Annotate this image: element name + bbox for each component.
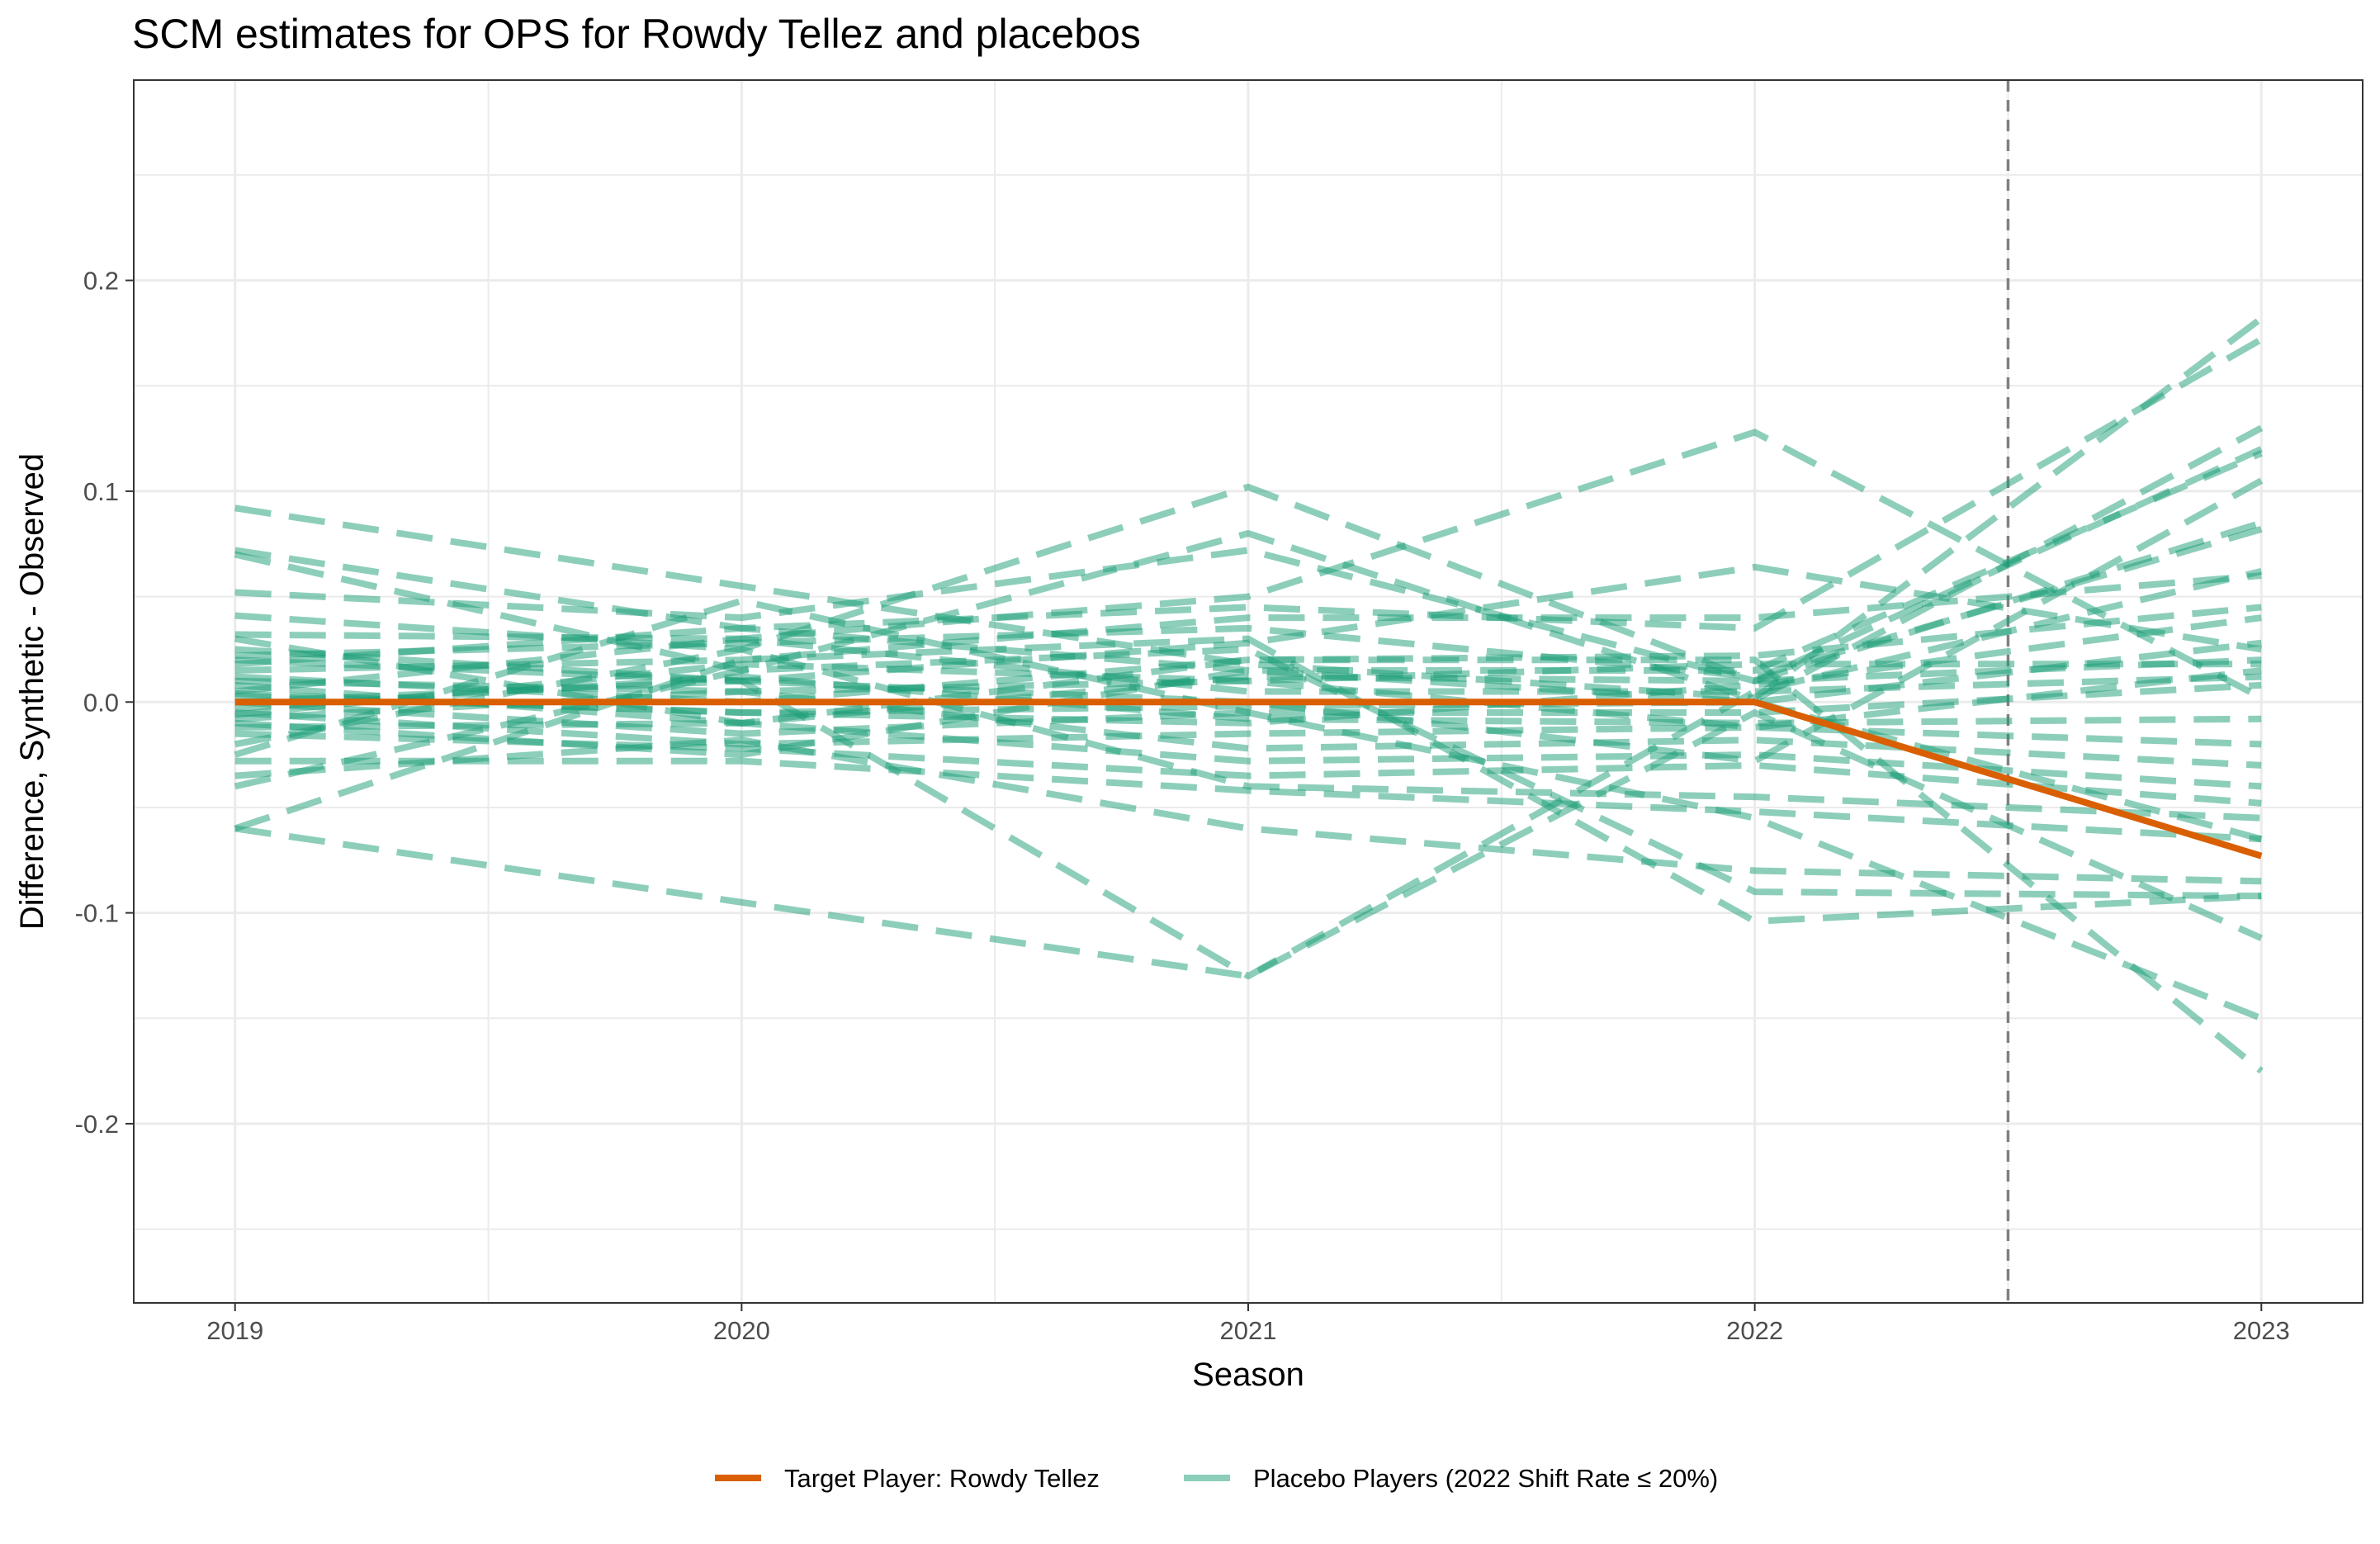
placebo-series-line-22 <box>234 757 2262 843</box>
placebo-series-line-2 <box>234 336 2264 632</box>
y-tick-label: -0.2 <box>75 1110 119 1139</box>
y-tick-label: 0.2 <box>83 267 119 296</box>
placebo-series-line-32 <box>234 526 2263 680</box>
placebo-series-line-4 <box>234 446 2263 684</box>
x-axis-title: Season <box>1192 1357 1304 1393</box>
placebo-series-line-3 <box>234 424 2264 703</box>
x-tick-label: 2019 <box>206 1316 263 1345</box>
chart-title: SCM estimates for OPS for Rowdy Tellez a… <box>132 11 1141 57</box>
y-axis-title: Difference, Synthetic - Observed <box>14 453 50 930</box>
placebo-series-line-30 <box>234 450 2263 759</box>
y-tick-label: 0.1 <box>83 477 119 506</box>
x-tick-label: 2022 <box>1726 1316 1783 1345</box>
placebo-series-line-33 <box>234 614 2262 727</box>
placebo-series-layer <box>234 315 2264 1074</box>
target-series-line <box>234 699 2263 860</box>
legend: Target Player: Rowdy Tellez Placebo Play… <box>715 1464 1718 1493</box>
x-tick-label: 2020 <box>713 1316 770 1345</box>
placebo-series-line-28 <box>234 635 2264 1074</box>
legend-target-label: Target Player: Rowdy Tellez <box>784 1464 1100 1493</box>
placebo-series-line-23 <box>234 736 2262 885</box>
y-tick-label: 0.0 <box>83 688 119 717</box>
placebo-series-line-26 <box>234 709 2263 980</box>
y-tick-label: -0.1 <box>75 899 119 928</box>
placebo-series-line-27 <box>234 597 2263 1022</box>
x-tick-label: 2023 <box>2233 1316 2290 1345</box>
placebo-series-line-17 <box>234 709 2262 748</box>
placebo-series-line-1 <box>234 315 2264 702</box>
placebo-series-line-8 <box>234 568 2263 980</box>
placebo-series-line-13 <box>234 635 2262 695</box>
y-axis-ticks: -0.2 -0.1 0.0 0.1 0.2 <box>75 267 134 1139</box>
placebo-series-line-25 <box>234 635 2262 925</box>
placebo-series-line-34 <box>234 661 2262 731</box>
placebo-series-line-9 <box>234 572 2262 674</box>
placebo-series-line-29 <box>234 624 2263 843</box>
x-axis-ticks: 2019 2020 2021 2022 2023 <box>206 1303 2290 1345</box>
placebo-series-line-19 <box>234 719 2262 790</box>
x-tick-label: 2021 <box>1220 1316 1277 1345</box>
target-series-layer <box>234 699 2263 860</box>
legend-placebo-label: Placebo Players (2022 Shift Rate ≤ 20%) <box>1253 1464 1718 1493</box>
